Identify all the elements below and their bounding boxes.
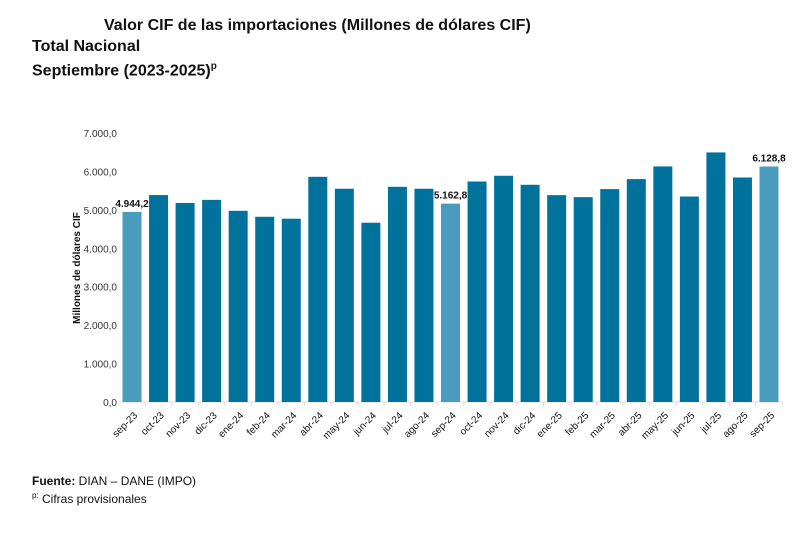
x-tick-label: nov-24	[482, 410, 512, 440]
bar-feb-24	[255, 216, 275, 402]
bar-mar-24	[281, 218, 301, 402]
y-axis-label: Millones de dólares CIF	[72, 212, 83, 324]
x-tick-label: dic-23	[193, 410, 220, 437]
x-tick-label: sep-23	[111, 410, 141, 440]
bar-oct-24	[467, 181, 487, 402]
bar-nov-24	[494, 175, 514, 402]
data-label: 4.944,2	[115, 199, 149, 210]
data-label: 5.162,8	[434, 191, 468, 202]
bar-oct-23	[149, 195, 169, 402]
bar-jul-24	[387, 186, 407, 402]
y-tick-label: 6.000,0	[84, 167, 118, 178]
bar-feb-25	[573, 197, 593, 402]
bar-sep-25	[759, 166, 779, 402]
y-tick-label: 3.000,0	[84, 283, 118, 294]
x-tick-label: may-24	[321, 410, 353, 442]
bar-ago-24	[414, 188, 434, 402]
x-tick-label: jun-24	[351, 410, 379, 438]
x-tick-label: jun-25	[669, 410, 697, 438]
bar-chart: 0,0 1.000,0 2.000,0 3.000,0 4.000,0 5.000,0 6.…	[72, 129, 786, 442]
period-text: Septiembre (2023-2025)	[32, 62, 211, 80]
bar-jun-25	[679, 196, 699, 402]
x-tick-label: nov-23	[164, 410, 194, 440]
x-tick-label: ago-25	[721, 410, 751, 440]
y-tick-label: 4.000,0	[84, 244, 118, 255]
bar-ene-25	[547, 195, 567, 402]
provisional-mark: p	[210, 61, 217, 72]
source-note: Fuente: DIAN – DANE (IMPO)	[32, 474, 196, 488]
note-text: Cifras provisionales	[38, 492, 147, 506]
x-tick-label: ene-24	[216, 410, 246, 440]
chart-subtitle: Total Nacional	[32, 38, 141, 55]
bar-dic-24	[520, 184, 540, 402]
bar-dic-23	[202, 199, 222, 402]
x-tick-label: ene-25	[535, 410, 565, 440]
y-tick-label: 0,0	[103, 398, 117, 409]
x-tick-label: oct-23	[139, 410, 167, 438]
x-tick-label: feb-24	[245, 410, 273, 438]
x-tick-label: oct-24	[458, 410, 486, 438]
x-tick-label: sep-25	[748, 410, 778, 440]
y-tick-label: 2.000,0	[84, 321, 118, 332]
note-sup: p:	[32, 491, 39, 500]
chart-title: Valor CIF de las importaciones (Millones…	[104, 17, 531, 34]
x-tick-label: ago-24	[402, 410, 432, 440]
bar-jun-24	[361, 222, 381, 402]
x-tick-label: feb-25	[563, 410, 591, 438]
data-label: 6.128,8	[752, 153, 786, 164]
x-tick-label: dic-24	[511, 410, 538, 437]
source-text: DIAN – DANE (IMPO)	[75, 474, 197, 488]
bar-sep-24	[441, 203, 460, 402]
bar-abr-24	[308, 176, 328, 402]
bar-ago-25	[732, 177, 752, 402]
x-tick-label: mar-24	[269, 410, 299, 440]
x-tick-label: sep-24	[429, 410, 459, 440]
x-tick-label: mar-25	[588, 410, 618, 440]
y-tick-label: 5.000,0	[84, 206, 118, 217]
bar-ene-24	[228, 210, 248, 402]
bar-may-24	[334, 188, 354, 402]
y-tick-label: 1.000,0	[84, 360, 118, 371]
chart-period: Septiembre (2023-2025)p	[32, 61, 217, 80]
bar-may-25	[653, 166, 673, 402]
bar-abr-25	[626, 179, 646, 402]
bar-sep-23	[122, 212, 142, 402]
y-tick-label: 7.000,0	[84, 129, 118, 140]
bar-jul-25	[706, 152, 726, 402]
bar-nov-23	[175, 202, 195, 402]
provisional-note: p: Cifras provisionales	[32, 491, 147, 506]
source-label: Fuente:	[32, 474, 76, 488]
x-tick-label: may-25	[640, 410, 672, 442]
bar-mar-25	[600, 189, 620, 402]
